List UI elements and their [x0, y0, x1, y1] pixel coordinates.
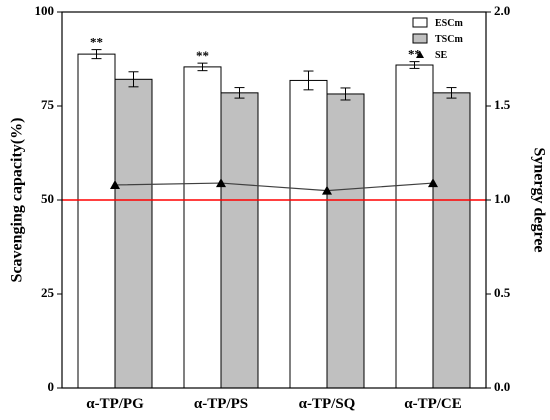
bar-escm	[183, 66, 222, 389]
synergy-point	[110, 179, 120, 189]
y-tick-label-right: 1.0	[494, 191, 510, 206]
bar-tscm	[220, 92, 259, 389]
bar-tscm	[326, 93, 365, 389]
bar-escm	[395, 64, 434, 389]
significance-marker: **	[196, 48, 209, 63]
x-category-label: α-TP/PG	[86, 396, 144, 412]
synergy-point	[216, 178, 226, 188]
y-tick-label-right: 0.5	[494, 285, 511, 300]
y-tick-label-right: 0.0	[494, 379, 510, 394]
legend-swatch-tscm	[412, 33, 428, 44]
bars-layer: **** **	[77, 35, 471, 389]
y-axis-title-left: Scavenging capacity(%)	[9, 118, 26, 283]
bar-tscm	[432, 92, 471, 389]
y-tick-label-left: 50	[41, 191, 54, 206]
y-tick-label-right: 2.0	[494, 3, 510, 18]
y-axis-title-right: Synergy degree	[530, 147, 547, 252]
bar-escm	[289, 79, 328, 389]
bar-tscm	[114, 78, 153, 389]
synergy-line	[114, 182, 434, 192]
significance-marker: **	[90, 35, 103, 50]
legend-marker-se	[416, 51, 424, 58]
legend-label: ESCm	[435, 18, 463, 29]
legend-label: TSCm	[435, 34, 463, 45]
x-category-label: α-TP/PS	[194, 396, 248, 412]
synergy-point	[428, 178, 438, 188]
axes-layer: 0 25 50 75 100 0.0 0.5 1.0 1.5 2.0 α-TP/PG α-TP/PS α…	[35, 3, 511, 412]
legend-swatch-escm	[412, 17, 428, 28]
y-tick-label-left: 0	[48, 379, 55, 394]
x-category-label: α-TP/SQ	[299, 396, 356, 412]
y-tick-label-left: 25	[41, 285, 55, 300]
synergy-line-layer	[110, 178, 438, 195]
synergy-point	[322, 185, 332, 195]
y-tick-label-left: 75	[41, 97, 55, 112]
legend: ESCm TSCm SE	[412, 17, 463, 61]
bar-escm	[77, 53, 116, 389]
legend-label: SE	[435, 50, 448, 61]
y-tick-label-right: 1.5	[494, 97, 511, 112]
y-tick-label-left: 100	[35, 3, 55, 18]
x-category-label: α-TP/CE	[404, 396, 462, 412]
